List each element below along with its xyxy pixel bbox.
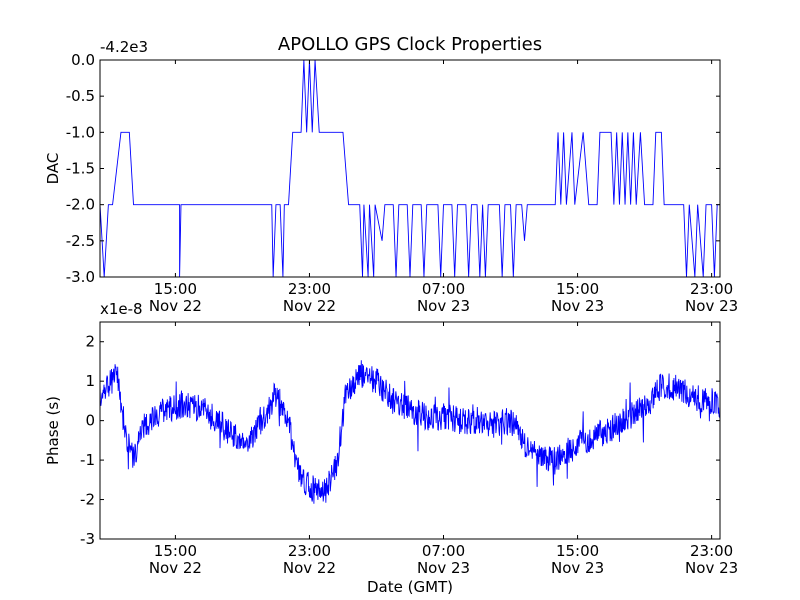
- phase-offset-label: x1e-8: [100, 300, 143, 318]
- dac-xtick-time: 07:00: [422, 280, 465, 298]
- phase-xtick-date: Nov 23: [685, 559, 738, 577]
- phase-xtick-date: Nov 22: [149, 559, 202, 577]
- phase-plot-frame: [99, 321, 721, 540]
- phase-ytick-label: 2: [85, 333, 95, 351]
- dac-ytick-label: -1.5: [66, 160, 95, 178]
- phase-ytick-label: -1: [80, 451, 95, 469]
- dac-ytick-label: 0.0: [71, 51, 95, 69]
- dac-xtick-date: Nov 23: [551, 297, 604, 315]
- dac-xtick-time: 23:00: [690, 280, 733, 298]
- dac-series-line-0: [100, 60, 720, 277]
- phase-series-line-0: [100, 360, 720, 504]
- dac-xtick-time: 15:00: [556, 280, 599, 298]
- phase-ytick-label: -3: [80, 530, 95, 548]
- dac-offset-label: -4.2e3: [100, 38, 148, 56]
- dac-xtick-time: 15:00: [154, 280, 197, 298]
- phase-xtick-time: 07:00: [422, 542, 465, 560]
- dac-ytick-label: -2.5: [66, 232, 95, 250]
- phase-ytick-label: 0: [85, 412, 95, 430]
- dac-ytick-label: -2.0: [66, 196, 95, 214]
- phase-xtick-date: Nov 23: [551, 559, 604, 577]
- dac-ytick-label: -0.5: [66, 87, 95, 105]
- chart-title: APOLLO GPS Clock Properties: [278, 34, 542, 55]
- dac-ytick-label: -3.0: [66, 268, 95, 286]
- phase-ylabel: Phase (s): [44, 396, 62, 465]
- phase-xtick-date: Nov 23: [417, 559, 470, 577]
- phase-xlabel: Date (GMT): [367, 578, 453, 596]
- dac-xtick-time: 23:00: [288, 280, 331, 298]
- dac-xtick-date: Nov 23: [417, 297, 470, 315]
- dac-xtick-date: Nov 22: [149, 297, 202, 315]
- phase-xtick-time: 23:00: [288, 542, 331, 560]
- dac-xtick-date: Nov 22: [283, 297, 336, 315]
- dac-ytick-label: -1.0: [66, 123, 95, 141]
- dac-xtick-date: Nov 23: [685, 297, 738, 315]
- phase-xtick-time: 23:00: [690, 542, 733, 560]
- phase-xtick-time: 15:00: [556, 542, 599, 560]
- phase-xtick-time: 15:00: [154, 542, 197, 560]
- dac-ylabel: DAC: [44, 153, 62, 185]
- phase-ytick-label: -2: [80, 491, 95, 509]
- phase-ytick-label: 1: [85, 372, 95, 390]
- phase-xtick-date: Nov 22: [283, 559, 336, 577]
